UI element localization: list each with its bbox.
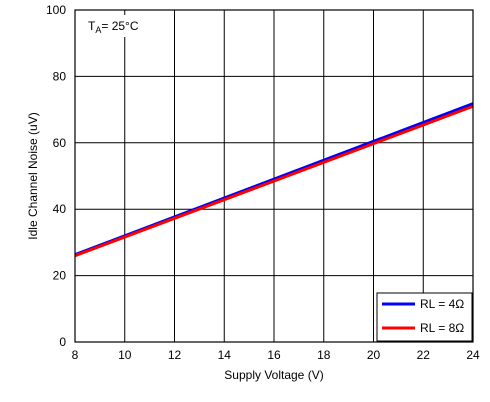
x-tick-label: 14: [218, 348, 232, 362]
y-tick-label: 100: [46, 3, 66, 17]
y-tick-label: 0: [59, 335, 66, 349]
y-tick-label: 40: [53, 202, 67, 216]
x-tick-labels: 8 10 12 14 16 18 20 22 24: [72, 348, 480, 362]
y-tick-labels: 0 20 40 60 80 100: [46, 3, 66, 349]
series-layer: [74, 102, 474, 258]
y-axis-label: Idle Channel Noise (uV): [26, 112, 40, 239]
x-tick-label: 12: [168, 348, 182, 362]
annotation-subscript: A: [95, 25, 101, 35]
x-tick-label: 24: [466, 348, 480, 362]
annotation-text: TA= 25°C: [88, 19, 139, 35]
annotation-main: T: [88, 19, 96, 33]
legend-label-rl-4: RL = 4Ω: [420, 297, 464, 311]
plot-frame: [74, 9, 474, 343]
x-tick-label: 16: [267, 348, 281, 362]
x-axis-label: Supply Voltage (V): [224, 368, 323, 382]
x-tick-label: 10: [118, 348, 132, 362]
x-tick-label: 8: [72, 348, 79, 362]
y-tick-label: 60: [53, 136, 67, 150]
annotation-rest: = 25°C: [101, 19, 138, 33]
temperature-annotation: TA= 25°C: [82, 15, 144, 37]
legend: RL = 4Ω RL = 8Ω: [376, 292, 473, 342]
y-tick-label: 80: [53, 69, 67, 83]
grid: [75, 10, 473, 342]
series-line-1: [74, 104, 474, 258]
legend-label-rl-8: RL = 8Ω: [420, 321, 464, 335]
x-tick-label: 22: [417, 348, 431, 362]
legend-box: [376, 292, 473, 342]
x-tick-label: 20: [367, 348, 381, 362]
x-tick-label: 18: [317, 348, 331, 362]
y-tick-label: 20: [53, 269, 67, 283]
annotation-background: [82, 15, 144, 37]
